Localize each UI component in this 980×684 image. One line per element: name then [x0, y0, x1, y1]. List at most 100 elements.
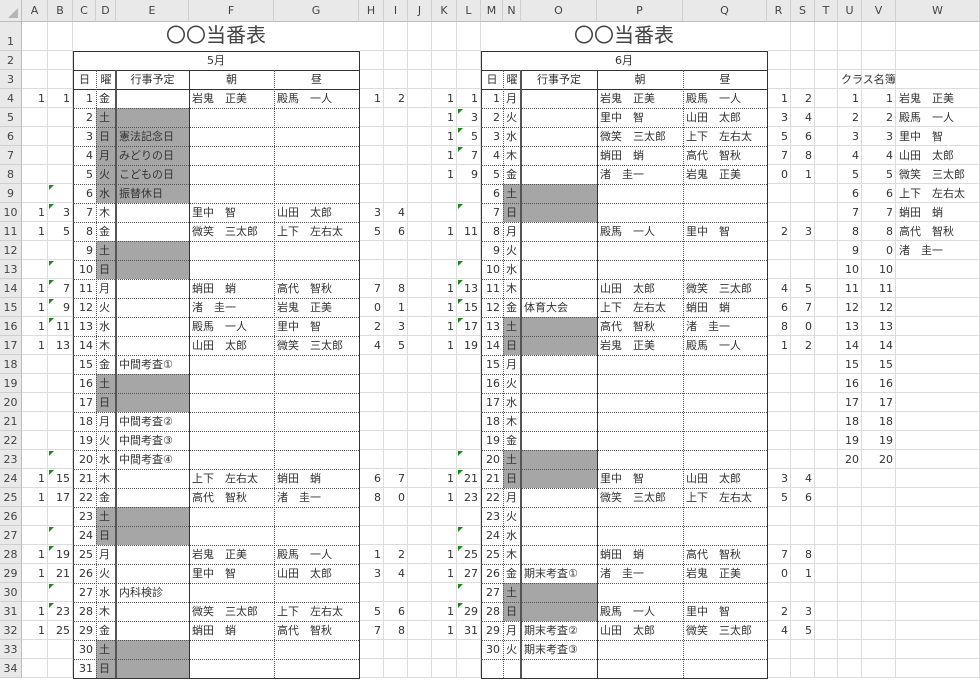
cell[interactable] [767, 526, 791, 545]
cell[interactable] [359, 488, 384, 507]
cell[interactable] [48, 507, 73, 526]
cell[interactable] [862, 165, 896, 184]
cell[interactable] [359, 526, 384, 545]
cell[interactable] [22, 70, 48, 89]
column-header[interactable]: M [481, 0, 503, 22]
cell[interactable] [838, 507, 862, 526]
error-indicator-icon[interactable] [49, 185, 54, 190]
cell[interactable] [767, 165, 791, 184]
cell[interactable] [432, 203, 457, 222]
cell[interactable] [22, 640, 48, 659]
cell[interactable] [408, 165, 432, 184]
row-header[interactable]: 15 [0, 298, 22, 317]
error-indicator-icon[interactable] [49, 584, 54, 589]
cell[interactable] [359, 621, 384, 640]
cell[interactable] [791, 621, 815, 640]
cell[interactable] [838, 22, 862, 51]
cell[interactable] [838, 165, 862, 184]
cell[interactable] [408, 602, 432, 621]
cell[interactable] [384, 203, 408, 222]
cell[interactable] [457, 545, 481, 564]
cell[interactable] [22, 431, 48, 450]
cell[interactable] [815, 336, 838, 355]
cell[interactable] [48, 51, 73, 70]
cell[interactable] [408, 70, 432, 89]
cell[interactable] [791, 431, 815, 450]
cell[interactable] [48, 412, 73, 431]
cell[interactable] [432, 298, 457, 317]
cell[interactable] [48, 89, 73, 108]
cell[interactable] [457, 488, 481, 507]
cell[interactable] [432, 507, 457, 526]
cell[interactable] [815, 412, 838, 431]
cell[interactable] [815, 526, 838, 545]
cell[interactable] [791, 374, 815, 393]
cell[interactable] [359, 89, 384, 108]
cell[interactable] [838, 184, 862, 203]
cell[interactable] [862, 279, 896, 298]
cell[interactable] [432, 89, 457, 108]
cell[interactable] [815, 469, 838, 488]
cell[interactable] [48, 545, 73, 564]
cell[interactable] [767, 507, 791, 526]
cell[interactable] [408, 22, 432, 51]
cell[interactable] [815, 564, 838, 583]
column-header[interactable]: N [503, 0, 521, 22]
column-header[interactable]: D [96, 0, 116, 22]
cell[interactable] [457, 621, 481, 640]
cell[interactable] [432, 22, 457, 51]
cell[interactable] [815, 108, 838, 127]
cell[interactable] [408, 203, 432, 222]
column-header[interactable]: E [116, 0, 189, 22]
select-all-corner[interactable] [0, 0, 22, 22]
cell[interactable] [815, 165, 838, 184]
cell[interactable] [862, 659, 896, 678]
cell[interactable] [457, 165, 481, 184]
cell[interactable] [48, 241, 73, 260]
cell[interactable] [48, 317, 73, 336]
cell[interactable] [815, 602, 838, 621]
cell[interactable] [838, 412, 862, 431]
error-indicator-icon[interactable] [49, 470, 54, 475]
cell[interactable] [384, 564, 408, 583]
cell[interactable] [791, 51, 815, 70]
cell[interactable] [862, 507, 896, 526]
cell[interactable] [896, 279, 980, 298]
cell[interactable] [432, 469, 457, 488]
cell[interactable] [48, 488, 73, 507]
cell[interactable] [767, 317, 791, 336]
cell[interactable] [432, 108, 457, 127]
cell[interactable] [457, 241, 481, 260]
cell[interactable] [408, 108, 432, 127]
cell[interactable] [48, 146, 73, 165]
column-header[interactable]: J [408, 0, 432, 22]
cell[interactable] [22, 488, 48, 507]
cell[interactable] [22, 659, 48, 678]
cell[interactable] [359, 317, 384, 336]
cell[interactable] [815, 431, 838, 450]
cell[interactable] [457, 507, 481, 526]
cell[interactable] [815, 279, 838, 298]
cell[interactable] [48, 165, 73, 184]
cell[interactable] [767, 70, 791, 89]
cell[interactable] [48, 621, 73, 640]
cell[interactable] [408, 222, 432, 241]
cell[interactable] [359, 184, 384, 203]
cell[interactable] [767, 298, 791, 317]
cell[interactable] [862, 583, 896, 602]
cell[interactable] [791, 526, 815, 545]
cell[interactable] [384, 146, 408, 165]
row-header[interactable]: 13 [0, 260, 22, 279]
cell[interactable] [359, 298, 384, 317]
cell[interactable] [22, 203, 48, 222]
error-indicator-icon[interactable] [49, 204, 54, 209]
cell[interactable] [896, 51, 980, 70]
cell[interactable] [432, 127, 457, 146]
error-indicator-icon[interactable] [49, 318, 54, 323]
cell[interactable] [384, 260, 408, 279]
cell[interactable] [384, 317, 408, 336]
row-header[interactable]: 23 [0, 450, 22, 469]
cell[interactable] [815, 203, 838, 222]
cell[interactable] [432, 51, 457, 70]
cell[interactable] [457, 564, 481, 583]
